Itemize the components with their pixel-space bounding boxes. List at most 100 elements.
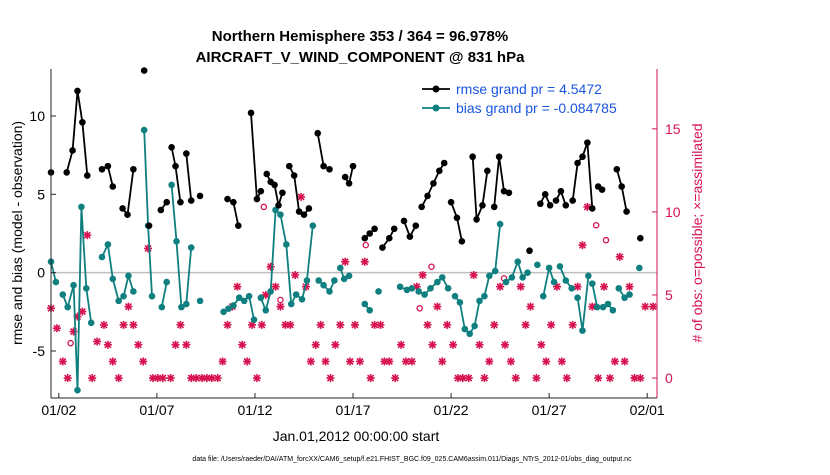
bias-point — [178, 303, 185, 311]
obs-assimilated-stroke-d2 — [317, 321, 325, 329]
bias-point — [115, 297, 122, 305]
obs-assimilated-marker — [542, 357, 551, 366]
obs-assimilated-marker — [129, 320, 138, 329]
obs-assimilated-stroke-d2 — [517, 283, 525, 291]
rmse-line-segment — [450, 201, 463, 242]
obs-assimilated-marker — [366, 374, 375, 383]
obs-assimilated-stroke-d2 — [351, 321, 359, 329]
bias-point — [98, 253, 106, 261]
rmse-point — [74, 87, 81, 95]
obs-assimilated-marker — [443, 320, 452, 329]
x-tick-label: 01/17 — [335, 402, 370, 418]
obs-assimilated-marker — [243, 357, 252, 366]
legend-bias-marker — [432, 104, 440, 112]
bias-point — [87, 319, 95, 327]
bias-point — [434, 278, 441, 286]
obs-assimilated-stroke-d2 — [465, 374, 473, 382]
obs-possible-marker — [67, 339, 74, 347]
obs-assimilated-stroke-d2 — [526, 303, 535, 311]
obs-assimilated-marker — [63, 374, 72, 383]
obs-assimilated-marker — [496, 282, 505, 291]
obs-assimilated-marker — [490, 320, 499, 329]
rmse-point — [436, 167, 443, 175]
bias-point — [626, 291, 633, 298]
bias-point — [331, 277, 338, 284]
obs-assimilated-marker — [114, 374, 123, 383]
rmse-point — [349, 162, 357, 170]
bias-point — [534, 261, 541, 269]
rmse-point — [104, 162, 112, 170]
obs-assimilated-marker — [600, 282, 609, 291]
rmse-point — [505, 189, 513, 197]
x-tick-label: 01/02 — [41, 402, 76, 418]
bias-point — [604, 300, 612, 308]
rmse-line-segment — [471, 156, 489, 220]
obs-assimilated-marker — [311, 340, 320, 349]
rmse-point — [257, 187, 265, 195]
y-right-tick-label: 15 — [665, 121, 681, 137]
bias-point — [615, 285, 623, 292]
obs-assimilated-marker — [271, 282, 280, 291]
obs-assimilated-stroke-d2 — [182, 341, 190, 349]
data-file-footnote: data file: /Users/raeder/DAI/ATM_forcXX/… — [192, 456, 632, 463]
x-tick-label: 01/12 — [237, 402, 272, 418]
bias-point — [550, 278, 558, 286]
obs-assimilated-stroke-d2 — [258, 321, 266, 329]
bias-point — [262, 306, 270, 314]
bias-point — [574, 294, 581, 302]
rmse-point — [83, 172, 91, 179]
obs-assimilated-marker — [557, 357, 566, 366]
rmse-point — [168, 144, 175, 151]
obs-assimilated-marker — [119, 320, 128, 329]
obs-assimilated-stroke-d2 — [459, 374, 467, 382]
rmse-point — [473, 216, 480, 223]
obs-assimilated-stroke-d2 — [64, 374, 72, 382]
rmse-point — [305, 205, 313, 212]
bias-line-segment — [591, 283, 599, 308]
obs-assimilated-marker — [433, 302, 442, 311]
rmse-point — [495, 153, 503, 161]
rmse-line-segment — [493, 156, 510, 207]
obs-assimilated-stroke-d2 — [326, 374, 335, 382]
bias-point — [130, 288, 137, 295]
obs-assimilated-stroke-d2 — [574, 283, 582, 291]
obs-assimilated-stroke-d2 — [371, 321, 379, 329]
bias-point — [588, 280, 596, 287]
obs-assimilated-marker — [341, 257, 350, 266]
obs-assimilated-stroke-d2 — [167, 374, 175, 382]
obs-assimilated-stroke-d2 — [563, 374, 571, 382]
obs-possible-marker — [428, 263, 435, 270]
rmse-point — [140, 67, 148, 74]
obs-assimilated-marker — [223, 320, 232, 329]
rmse-point — [447, 198, 455, 206]
obs-assimilated-stroke-d2 — [588, 303, 596, 311]
bias-point — [593, 303, 601, 311]
rmse-point — [295, 208, 303, 215]
obs-assimilated-stroke-d2 — [276, 303, 285, 311]
x-tick-label: 01/07 — [139, 402, 174, 418]
obs-assimilated-marker — [428, 340, 437, 349]
bias-point — [585, 272, 592, 280]
obs-assimilated-stroke-d2 — [649, 303, 657, 311]
obs-assimilated-marker — [573, 282, 582, 291]
obs-assimilated-marker — [139, 357, 148, 366]
x-tick-label: 01/22 — [434, 402, 469, 418]
rmse-point — [562, 202, 570, 209]
obs-assimilated-marker — [376, 320, 385, 329]
obs-assimilated-marker — [331, 340, 340, 349]
rmse-point — [613, 165, 621, 173]
rmse-point — [314, 129, 322, 137]
obs-assimilated-marker — [532, 374, 541, 383]
bias-line-segment — [160, 281, 168, 308]
bias-point — [74, 386, 81, 394]
obs-assimilated-stroke-d2 — [490, 321, 498, 329]
rmse-point — [379, 244, 386, 251]
obs-assimilated-stroke-d2 — [532, 374, 540, 382]
bias-point — [524, 269, 531, 276]
bias-point — [562, 277, 570, 284]
obs-assimilated-marker — [233, 282, 242, 291]
rmse-line-segment — [265, 173, 284, 206]
obs-possible-marker — [277, 296, 284, 304]
rmse-point — [109, 183, 117, 190]
rmse-point — [546, 202, 554, 209]
